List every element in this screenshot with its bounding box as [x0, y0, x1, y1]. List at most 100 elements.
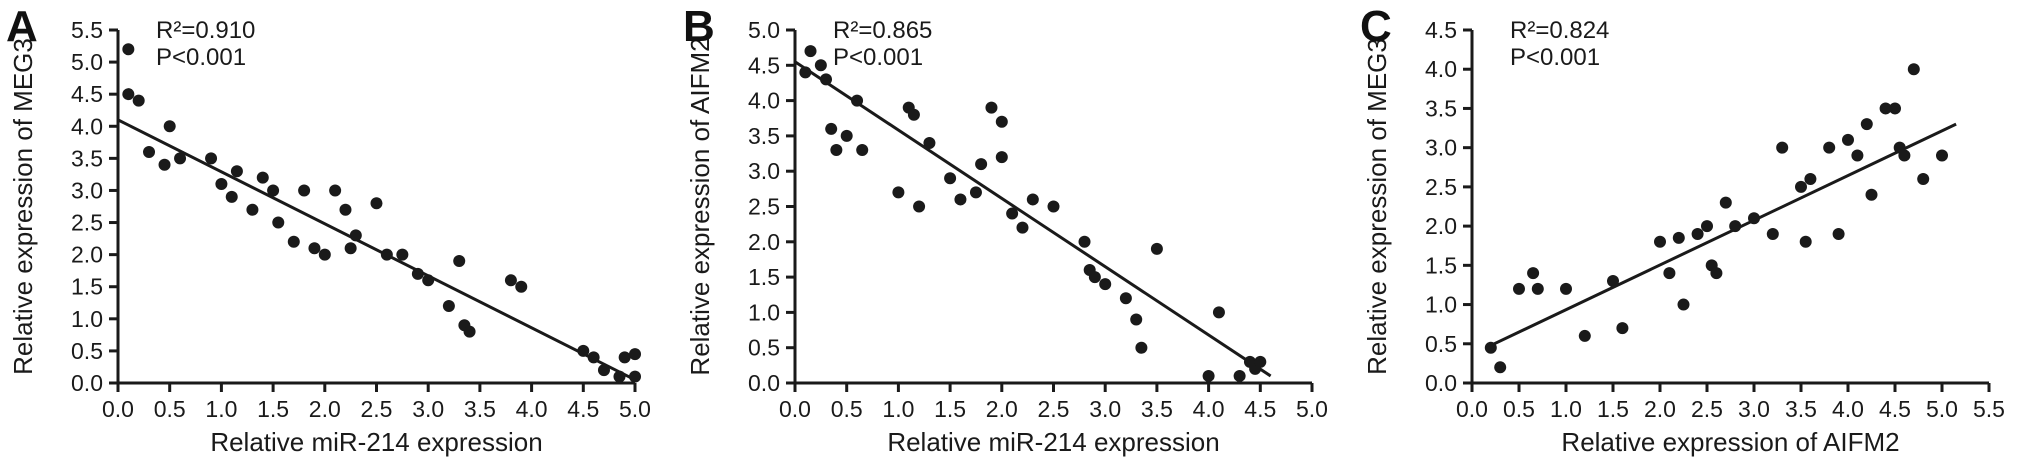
- y-tick-label: 3.0: [71, 177, 103, 203]
- y-tick-label: 1.5: [748, 264, 780, 290]
- x-tick-label: 4.0: [516, 396, 548, 422]
- x-tick-label: 5.0: [619, 396, 651, 422]
- panel-a: A 0.0 0.5 1.0 1.5 2.0 2.5 3.0 3.5 4.0 4.5 5.0 0.0 0.…: [0, 0, 677, 463]
- x-tick-label: 3.0: [1738, 396, 1770, 422]
- y-axis-label: Relative expression of AIFM2: [685, 37, 715, 375]
- data-point: [804, 45, 817, 58]
- data-point: [1677, 298, 1690, 311]
- x-axis-label: Relative miR-214 expression: [210, 427, 542, 457]
- data-point: [215, 178, 228, 191]
- data-point: [587, 351, 600, 364]
- data-point: [205, 152, 218, 165]
- data-point: [122, 43, 135, 56]
- data-point: [814, 59, 827, 72]
- data-point: [1804, 173, 1817, 186]
- data-point: [256, 171, 269, 184]
- y-tick-label: 3.5: [748, 123, 780, 149]
- data-point: [1202, 369, 1215, 382]
- data-point: [308, 242, 321, 255]
- data-point: [132, 94, 145, 107]
- y-tick-label: 2.5: [1425, 174, 1457, 200]
- data-point: [1607, 275, 1619, 288]
- data-point: [975, 158, 988, 171]
- data-point: [1691, 227, 1704, 240]
- data-point: [1766, 227, 1779, 240]
- data-point: [825, 122, 838, 135]
- x-tick-label: 0.0: [102, 396, 134, 422]
- data-point: [1860, 118, 1873, 131]
- data-point: [1663, 267, 1676, 280]
- y-tick-label: 0.5: [748, 335, 780, 361]
- x-tick-label: 3.5: [464, 396, 496, 422]
- data-point: [1016, 221, 1029, 234]
- data-point: [618, 351, 631, 364]
- data-point: [995, 151, 1008, 164]
- x-tick-label: 0.5: [154, 396, 186, 422]
- data-point: [1719, 196, 1732, 209]
- data-point: [1879, 102, 1892, 115]
- data-point: [985, 101, 998, 114]
- regression-line: [794, 60, 1272, 378]
- data-point: [1135, 341, 1148, 354]
- data-point: [1654, 235, 1666, 248]
- y-tick-label: 0.0: [748, 370, 780, 396]
- data-point: [463, 325, 476, 338]
- data-point: [799, 66, 812, 79]
- data-point: [944, 172, 957, 185]
- data-point: [1701, 220, 1713, 233]
- x-tick-label: 0.0: [1456, 396, 1488, 422]
- y-axis-label: Relative expression of MEG3: [1362, 38, 1392, 375]
- data-point: [1823, 141, 1836, 154]
- y-tick-label: 3.5: [1425, 95, 1457, 121]
- data-point: [1212, 306, 1225, 319]
- data-point: [344, 242, 357, 255]
- data-point: [1254, 355, 1267, 368]
- data-point: [515, 280, 528, 293]
- panel-label-b: B: [683, 2, 715, 51]
- data-point: [1865, 188, 1878, 201]
- data-point: [913, 200, 926, 213]
- x-tick-label: 3.0: [1089, 396, 1121, 422]
- data-point: [267, 184, 280, 197]
- data-point: [246, 203, 259, 216]
- data-point: [1729, 220, 1742, 233]
- data-point: [230, 165, 243, 178]
- x-tick-label: 1.5: [934, 396, 966, 422]
- data-point: [820, 73, 833, 86]
- data-point: [830, 144, 843, 157]
- data-point: [298, 184, 311, 197]
- data-point: [163, 120, 176, 133]
- data-point: [158, 158, 171, 171]
- data-point: [1578, 329, 1591, 342]
- y-tick-label: 2.0: [748, 229, 780, 255]
- data-point: [1088, 271, 1101, 284]
- y-tick-label: 4.0: [71, 113, 103, 139]
- data-point: [1776, 141, 1789, 154]
- x-tick-label: 5.5: [1973, 396, 2005, 422]
- regression-line: [1485, 122, 1957, 350]
- data-point: [329, 184, 342, 197]
- data-point: [1799, 235, 1812, 248]
- data-point: [1078, 235, 1091, 248]
- scatter-plot-meg3-vs-mir214: 0.0 0.5 1.0 1.5 2.0 2.5 3.0 3.5 4.0 4.5 5.0 0.0 0.5 1…: [8, 17, 651, 457]
- y-tick-label: 2.0: [71, 242, 103, 268]
- x-tick-label: 4.5: [1879, 396, 1911, 422]
- data-point: [225, 190, 238, 203]
- data-point: [1672, 231, 1685, 244]
- data-point: [1889, 102, 1901, 115]
- data-point: [380, 248, 393, 261]
- x-tick-label: 1.0: [882, 396, 914, 422]
- x-tick-label: 2.5: [1038, 396, 1070, 422]
- x-axis-label: Relative miR-214 expression: [887, 427, 1219, 457]
- x-tick-label: 3.5: [1141, 396, 1173, 422]
- data-point: [1047, 200, 1060, 213]
- stats-annotation: P<0.001: [1510, 44, 1600, 71]
- y-tick-label: 5.5: [71, 17, 103, 43]
- data-point: [122, 88, 135, 101]
- data-point: [1531, 282, 1544, 295]
- data-point: [1748, 212, 1760, 225]
- x-tick-label: 4.0: [1832, 396, 1864, 422]
- scatter-plot-aifm2-vs-mir214: 0.0 0.5 1.0 1.5 2.0 2.5 3.0 3.5 4.0 4.5 5.0 0.0 0.5 1…: [685, 17, 1328, 457]
- data-point: [1006, 207, 1019, 220]
- data-point: [969, 186, 982, 199]
